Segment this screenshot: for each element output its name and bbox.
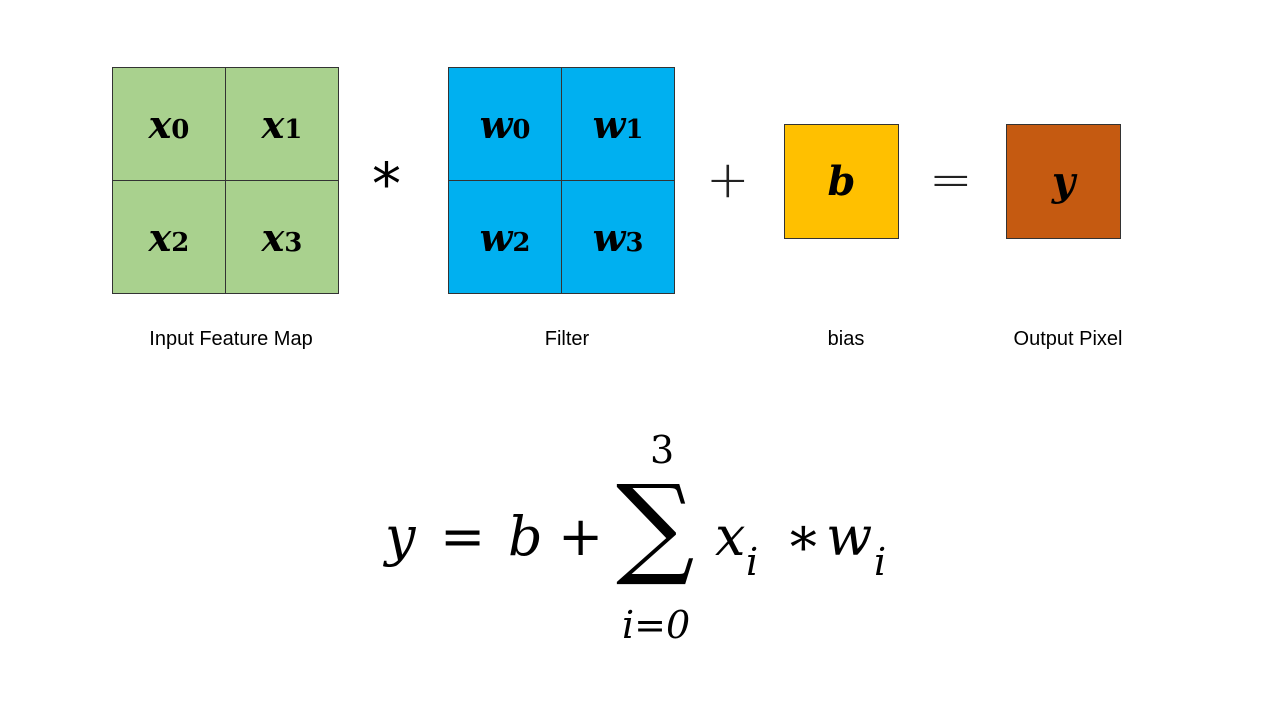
bias-caption: bias: [827, 328, 865, 350]
output-pixel-box: y: [1006, 124, 1121, 239]
filter-caption: Filter: [544, 328, 590, 350]
summation-symbol: ∑: [616, 461, 695, 589]
formula-x: x: [715, 505, 746, 568]
formula-lhs: y: [385, 505, 416, 568]
formula-x-index: i: [746, 540, 759, 584]
sum-lower-limit: i=0: [622, 603, 691, 647]
bias-box: b: [784, 124, 899, 239]
formula-w-index: i: [874, 540, 887, 584]
formula-times: ∗: [785, 505, 822, 568]
input-feature-map-caption: Input Feature Map: [149, 328, 313, 350]
sum-upper-limit: 3: [650, 428, 675, 472]
convolution-operator: *: [372, 150, 401, 218]
output-pixel-caption: Output Pixel: [1013, 328, 1123, 350]
formula-plus: +: [558, 505, 604, 568]
plus-operator: +: [706, 150, 750, 210]
equals-operator: =: [929, 150, 973, 210]
formula-w: w: [826, 505, 873, 568]
formula-equals: =: [440, 505, 486, 568]
formula-bias: b: [508, 505, 543, 568]
